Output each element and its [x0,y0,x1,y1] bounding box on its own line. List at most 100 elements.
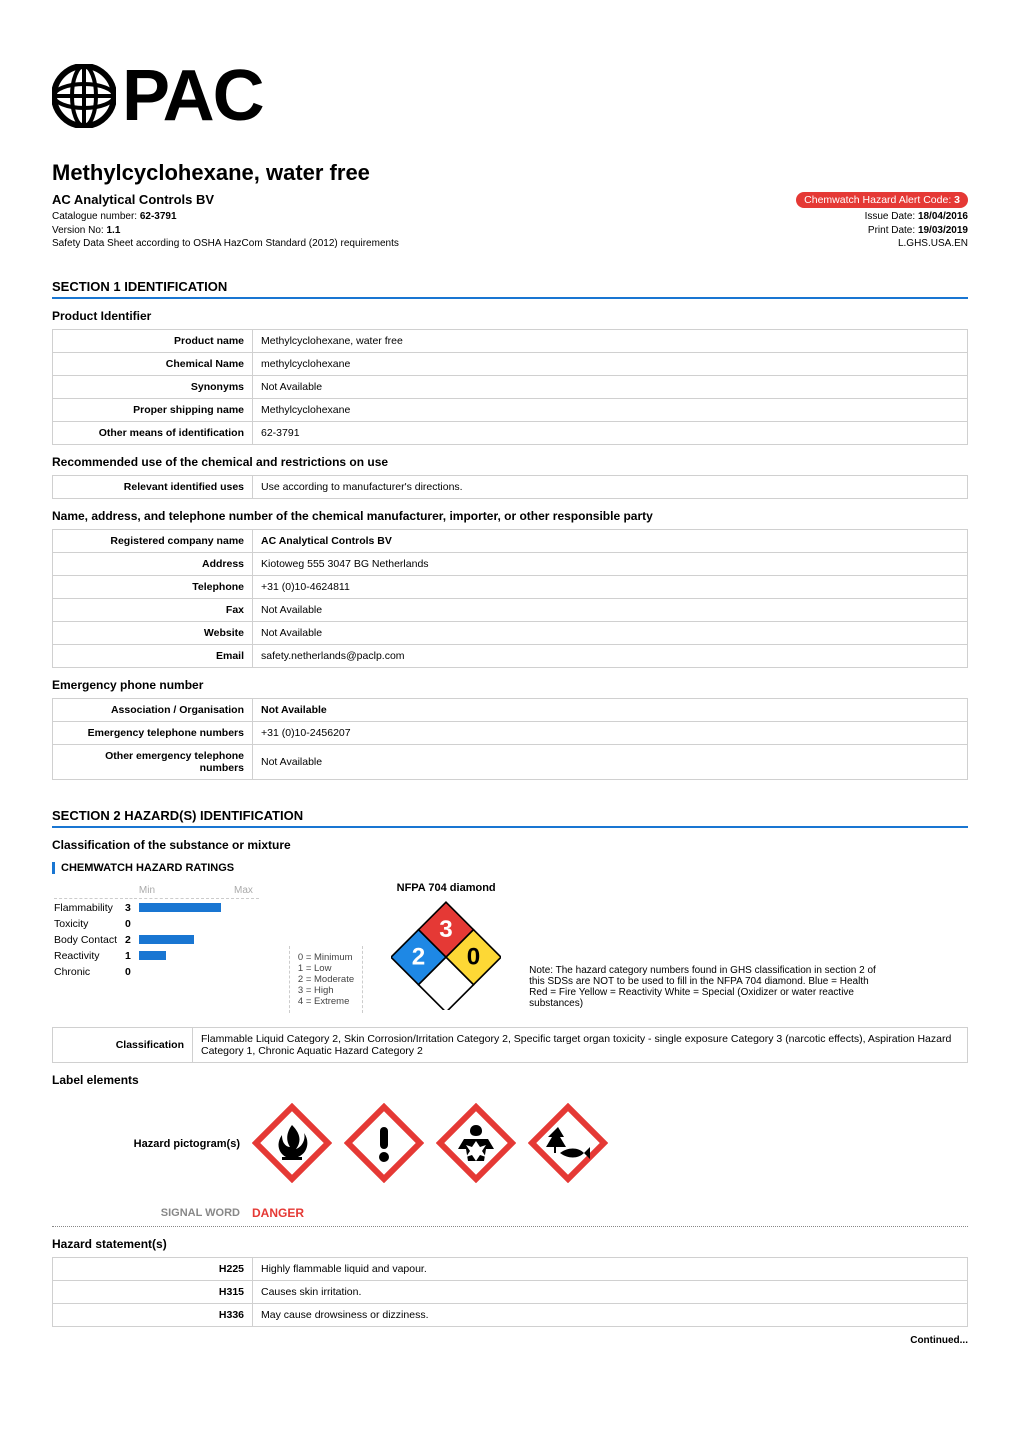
classification-table: Classification Flammable Liquid Category… [52,1027,968,1063]
row-key: Registered company name [53,529,253,552]
row-key: Fax [53,598,253,621]
version-value: 1.1 [106,225,120,236]
table-row: Emergency telephone numbers+31 (0)10-245… [53,721,968,744]
table-row: Proper shipping nameMethylcyclohexane [53,398,968,421]
nfpa-note: Note: The hazard category numbers found … [529,965,889,1013]
row-key: H315 [53,1280,253,1303]
table-row: Other means of identification62-3791 [53,421,968,444]
rating-bar-fill [139,951,167,960]
nfpa-diamond-icon: 32 0 [391,900,501,1010]
rating-value: 1 [125,949,137,963]
row-value: AC Analytical Controls BV [253,529,968,552]
rating-bar-cell [139,949,259,963]
logo-text: PAC [122,60,263,132]
row-value: Not Available [253,375,968,398]
hazard-badge-label: Chemwatch Hazard Alert Code: [804,194,954,206]
rating-label: Flammability [54,901,123,915]
product-identifier-heading: Product Identifier [52,309,968,323]
row-key: Emergency telephone numbers [53,721,253,744]
table-row: Emailsafety.netherlands@paclp.com [53,644,968,667]
issue-value: 18/04/2016 [918,211,968,222]
signal-word-label: SIGNAL WORD [52,1207,252,1219]
row-value: Methylcyclohexane, water free [253,329,968,352]
rating-bar-cell [139,901,259,915]
row-value: Not Available [253,744,968,779]
product-identifier-table: Product nameMethylcyclohexane, water fre… [52,329,968,445]
rating-row: Flammability3 [54,901,259,915]
row-value: Not Available [253,698,968,721]
rating-bar-fill [139,903,222,912]
globe-icon [52,64,116,128]
rating-row: Chronic0 [54,965,259,979]
emergency-table: Association / OrganisationNot AvailableE… [52,698,968,780]
section2-title: SECTION 2 HAZARD(S) IDENTIFICATION [52,808,968,828]
row-value: Kiotoweg 555 3047 BG Netherlands [253,552,968,575]
row-key: Product name [53,329,253,352]
row-key: Telephone [53,575,253,598]
table-row: Other emergency telephone numbersNot Ava… [53,744,968,779]
ratings-block: Min Max Flammability3Toxicity0Body Conta… [52,882,968,1013]
rating-value: 2 [125,933,137,947]
row-value: May cause drowsiness or dizziness. [253,1303,968,1326]
emergency-heading: Emergency phone number [52,678,968,692]
row-key: Other means of identification [53,421,253,444]
ratings-table: Min Max Flammability3Toxicity0Body Conta… [52,882,261,981]
meta-left: Catalogue number: 62-3791 Version No: 1.… [52,210,399,251]
hazard-alert-badge: Chemwatch Hazard Alert Code: 3 [796,192,968,208]
company-name: AC Analytical Controls BV [52,192,214,207]
exclamation-pictogram [344,1103,424,1186]
row-key: Address [53,552,253,575]
locale: L.GHS.USA.EN [865,237,968,251]
recommended-use-table: Relevant identified uses Use according t… [52,475,968,499]
pictogram-label: Hazard pictogram(s) [52,1138,252,1150]
table-row: Classification Flammable Liquid Category… [53,1027,968,1062]
svg-text:3: 3 [439,916,452,943]
row-value: +31 (0)10-2456207 [253,721,968,744]
logo: PAC [52,60,968,132]
table-row: FaxNot Available [53,598,968,621]
label-elements-heading: Label elements [52,1073,968,1087]
row-key: Other emergency telephone numbers [53,744,253,779]
svg-text:2: 2 [412,943,425,970]
row-value: Highly flammable liquid and vapour. [253,1257,968,1280]
signal-word-row: SIGNAL WORD DANGER [52,1200,968,1227]
signal-word: DANGER [252,1206,304,1220]
min-label: Min [139,884,195,899]
table-row: WebsiteNot Available [53,621,968,644]
hazard-statements-heading: Hazard statement(s) [52,1237,968,1251]
row-key: Website [53,621,253,644]
pictogram-row [252,1093,608,1196]
row-key: H336 [53,1303,253,1326]
table-row: Association / OrganisationNot Available [53,698,968,721]
svg-text:0: 0 [467,943,480,970]
rating-value: 0 [125,917,137,931]
legend-2: 2 = Moderate [298,974,354,985]
row-key: Chemical Name [53,352,253,375]
classification-heading: Classification of the substance or mixtu… [52,838,968,852]
page-title: Methylcyclohexane, water free [52,160,968,186]
recommended-use-heading: Recommended use of the chemical and rest… [52,455,968,469]
legend-1: 1 = Low [298,963,354,974]
rating-row: Body Contact2 [54,933,259,947]
manufacturer-table: Registered company nameAC Analytical Con… [52,529,968,668]
print-value: 19/03/2019 [918,225,968,236]
row-value: +31 (0)10-4624811 [253,575,968,598]
manufacturer-heading: Name, address, and telephone number of t… [52,509,968,523]
pictogram-row-wrap: Hazard pictogram(s) [52,1093,968,1196]
ratings-legend: 0 = Minimum 1 = Low 2 = Moderate 3 = Hig… [289,946,363,1013]
row-value: 62-3791 [253,421,968,444]
row-value: methylcyclohexane [253,352,968,375]
rating-bar-cell [139,917,259,931]
row-key: Classification [53,1027,193,1062]
issue-label: Issue Date: [865,211,918,222]
row-key: H225 [53,1257,253,1280]
table-row: H315Causes skin irritation. [53,1280,968,1303]
table-row: H336May cause drowsiness or dizziness. [53,1303,968,1326]
catalogue-value: 62-3791 [140,211,177,222]
row-value: Flammable Liquid Category 2, Skin Corros… [193,1027,968,1062]
table-row: Relevant identified uses Use according t… [53,475,968,498]
row-value: Use according to manufacturer's directio… [253,475,968,498]
environment-pictogram [528,1103,608,1186]
flame-pictogram [252,1103,332,1186]
row-value: Methylcyclohexane [253,398,968,421]
